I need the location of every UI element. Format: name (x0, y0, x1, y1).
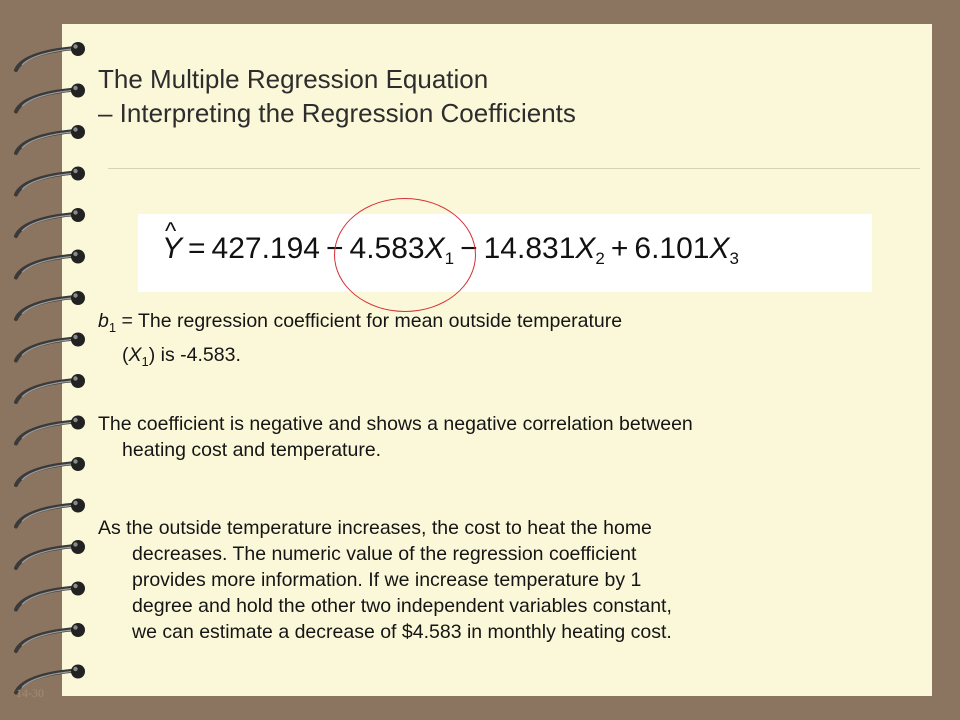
coefficient-sign-paragraph-line-2: heating cost and temperature. (122, 439, 382, 461)
spiral-binding-ring-icon (14, 581, 85, 612)
interpretation-paragraph-continued: decreases. The numeric value of the regr… (132, 541, 922, 645)
title-line-2: – Interpreting the Regression Coefficien… (98, 98, 576, 128)
spiral-binding-ring-icon (14, 664, 85, 695)
interpretation-paragraph-line-1: As the outside temperature increases, th… (98, 517, 652, 539)
b1-symbol: b (98, 310, 109, 332)
equals-sign: = (188, 232, 206, 265)
y-symbol: Y (162, 232, 183, 265)
b1-value-text: ) is -4.583. (148, 344, 241, 366)
x1-symbol: X (128, 344, 142, 366)
spiral-binding-ring-icon (14, 498, 85, 529)
operator-3: + (610, 232, 629, 265)
spiral-binding-ring-icon (14, 332, 85, 363)
spiral-binding-ring-icon (14, 415, 85, 446)
spiral-binding-ring-icon (14, 166, 85, 197)
spiral-binding-ring-icon (14, 457, 85, 487)
spiral-binding-ring-icon (14, 623, 85, 653)
spiral-binding-ring-icon (14, 42, 85, 72)
subscript-2: 2 (595, 249, 605, 268)
b1-text: = The regression coefficient for mean ou… (116, 310, 623, 332)
b1-definition: b1 = The regression coefficient for mean… (98, 308, 622, 341)
spiral-binding-ring-icon (14, 540, 85, 570)
coefficient-3: 6.101 (634, 232, 710, 265)
spiral-binding-ring-icon (14, 125, 85, 155)
spiral-binding-ring-icon (14, 249, 85, 280)
slide-page (62, 24, 932, 696)
interpretation-line-2: decreases. The numeric value of the regr… (132, 543, 637, 565)
subscript-3: 3 (729, 249, 739, 268)
b1-subscript: 1 (108, 319, 117, 335)
spiral-binding-ring-icon (14, 83, 85, 114)
spiral-binding-ring-icon (14, 374, 85, 404)
title-divider (108, 168, 920, 169)
paren-open: ( (122, 344, 129, 366)
slide-title: The Multiple Regression Equation – Inter… (98, 62, 576, 130)
interpretation-line-4: degree and hold the other two independen… (132, 595, 672, 617)
title-line-1: The Multiple Regression Equation (98, 64, 489, 94)
intercept: 427.194 (211, 232, 320, 265)
spiral-binding-ring-icon (14, 208, 85, 238)
variable-2: X (575, 232, 596, 265)
highlight-circle (334, 198, 476, 312)
interpretation-line-3: provides more information. If we increas… (132, 569, 642, 591)
interpretation-line-5: we can estimate a decrease of $4.583 in … (132, 621, 672, 643)
b1-definition-line-2: (X1) is -4.583. (122, 342, 241, 375)
spiral-binding-ring-icon (14, 291, 85, 321)
variable-3: X (709, 232, 730, 265)
coefficient-sign-paragraph-line-1: The coefficient is negative and shows a … (98, 413, 693, 435)
page-number: 14-30 (16, 686, 44, 700)
x1-subscript: 1 (141, 353, 149, 369)
coefficient-2: 14.831 (483, 232, 576, 265)
equation-box: ^ Y = 427.194−4.583X1−14.831X2 +6.101X3 (138, 198, 872, 312)
y-hat: ^ Y (162, 218, 183, 266)
spiral-binding (14, 42, 85, 695)
hat-symbol: ^ (165, 218, 177, 245)
